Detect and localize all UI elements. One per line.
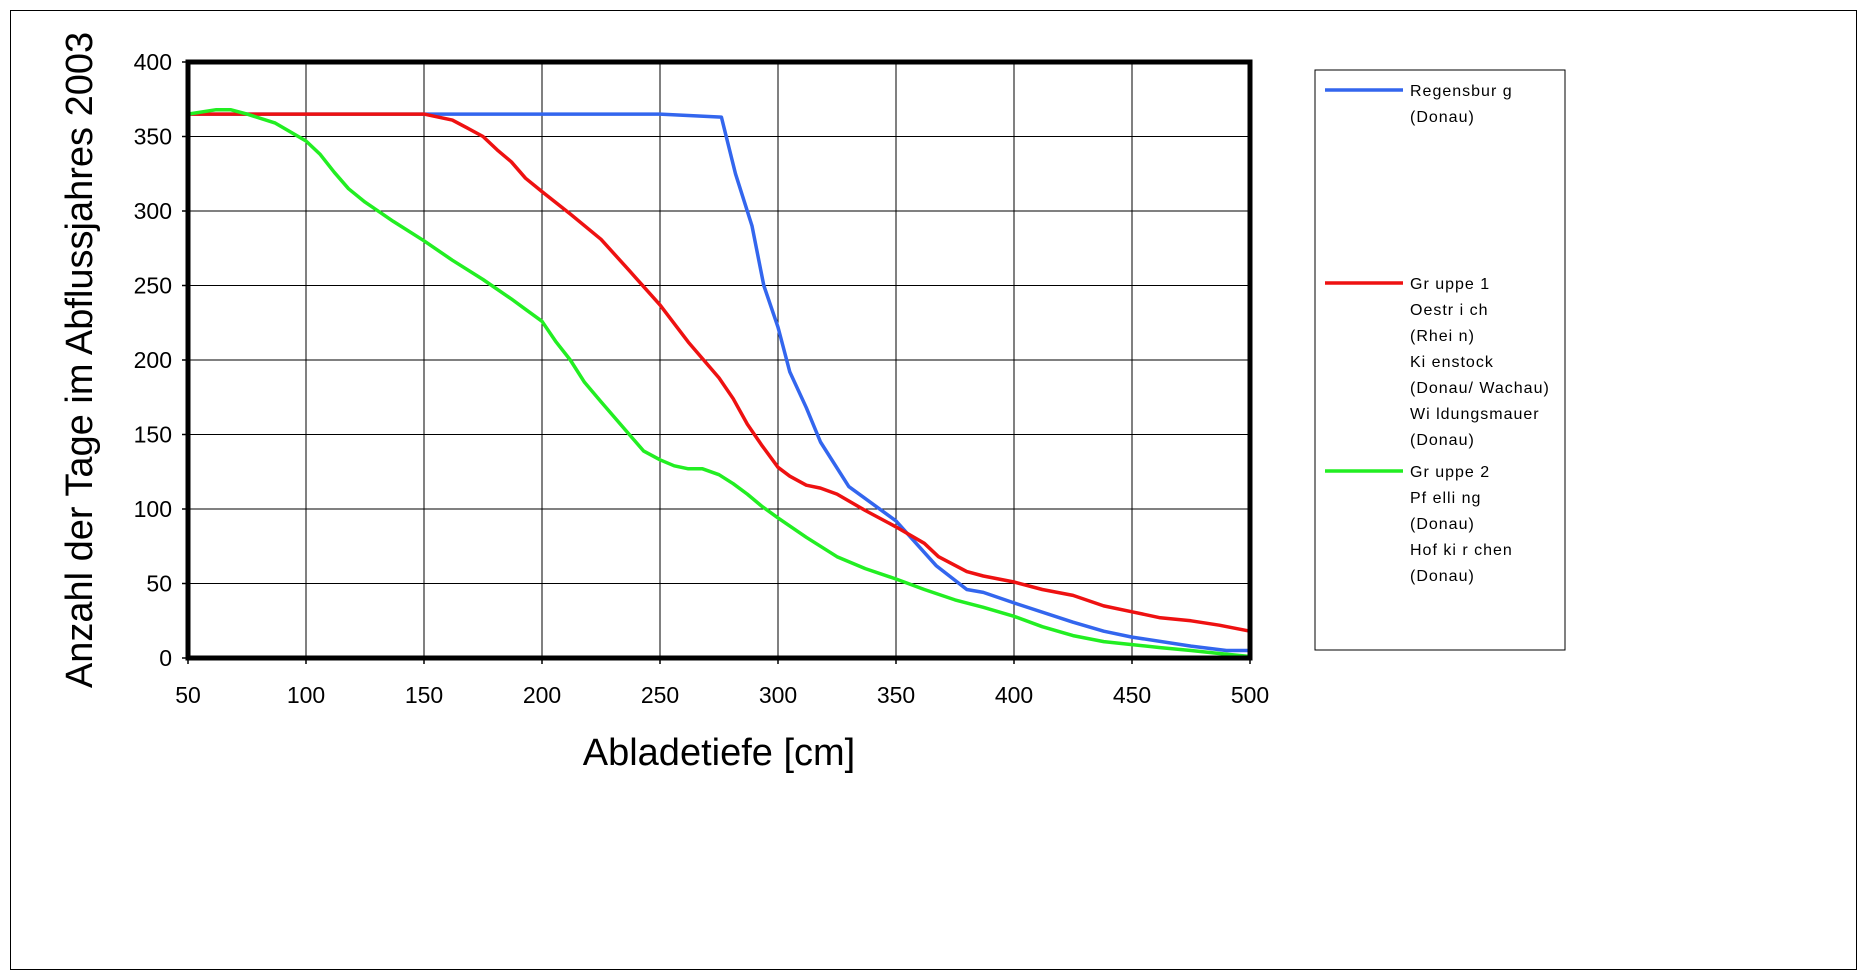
series-lines [187,107,1251,659]
y-tick-label: 150 [134,422,172,448]
legend-label: (Donau) [1410,109,1475,126]
x-tick-label: 450 [1113,682,1151,708]
y-axis-title: Anzahl der Tage im Abflussjahres 2003 [59,32,101,688]
x-tick-label: 150 [405,682,443,708]
y-tick-label: 400 [134,49,172,75]
x-tick-label: 250 [641,682,679,708]
legend: Regensbur g (Donau) Gr uppe 1 Oestr i ch (Rh… [1314,69,1566,651]
x-tick-label: 300 [759,682,797,708]
y-tick-label: 250 [134,273,172,299]
y-tick-label: 300 [134,198,172,224]
legend-box [1314,69,1566,651]
y-tick-label: 0 [159,645,172,671]
y-tick-label: 200 [134,347,172,373]
legend-label: (Donau) [1410,568,1475,585]
legend-label: Ki enstock [1410,354,1494,371]
series-line-gruppe-2 [187,107,1251,659]
legend-label: Gr uppe 2 [1410,464,1490,481]
legend-label: (Donau) [1410,516,1475,533]
legend-label: Pf elli ng [1410,490,1481,507]
x-tick-label: 50 [175,682,201,708]
x-tick-label: 400 [995,682,1033,708]
legend-label: Hof ki r chen [1410,542,1513,559]
legend-label: Wi ldungsmauer [1410,406,1540,423]
legend-label: (Rhei n) [1410,328,1475,345]
series-line-gruppe-1 [188,112,1251,633]
y-tick-label: 100 [134,496,172,522]
x-tick-label: 350 [877,682,915,708]
legend-label: Oestr i ch [1410,302,1488,319]
y-tick-label: 350 [134,124,172,150]
legend-label: (Donau) [1410,432,1475,449]
plot-area-frame [185,59,1253,661]
y-tick-label: 50 [146,571,172,597]
x-tick-label: 100 [287,682,325,708]
x-axis-title: Abladetiefe [cm] [583,732,855,774]
x-tick-label: 500 [1231,682,1269,708]
x-tick-label: 200 [523,682,561,708]
series-line-regensburg-donau- [188,112,1250,653]
tick-labels: 50 100 150 200 250 300 350 400 450 50005010015020… [134,49,1270,708]
gridlines [182,61,1251,664]
legend-label: (Donau/ Wachau) [1410,380,1550,397]
legend-label: Gr uppe 1 [1410,276,1490,293]
legend-label: Regensbur g [1410,83,1513,100]
